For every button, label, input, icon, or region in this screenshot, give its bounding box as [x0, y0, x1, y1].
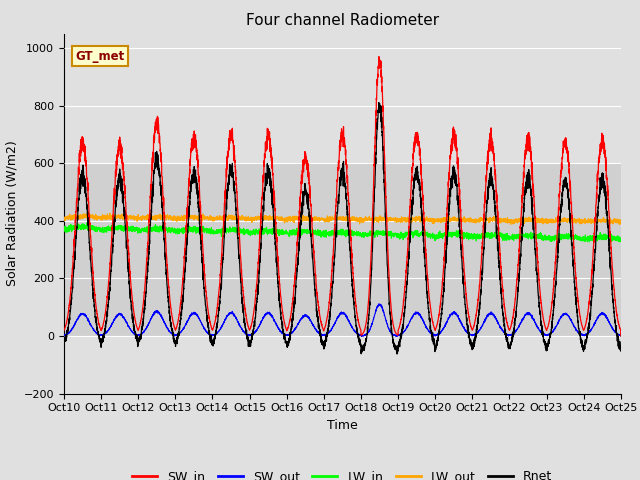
Y-axis label: Solar Radiation (W/m2): Solar Radiation (W/m2)	[5, 141, 18, 287]
Title: Four channel Radiometer: Four channel Radiometer	[246, 13, 439, 28]
Text: GT_met: GT_met	[75, 50, 124, 63]
X-axis label: Time: Time	[327, 419, 358, 432]
Legend: SW_in, SW_out, LW_in, LW_out, Rnet: SW_in, SW_out, LW_in, LW_out, Rnet	[127, 465, 557, 480]
Bar	[64, 163, 621, 336]
